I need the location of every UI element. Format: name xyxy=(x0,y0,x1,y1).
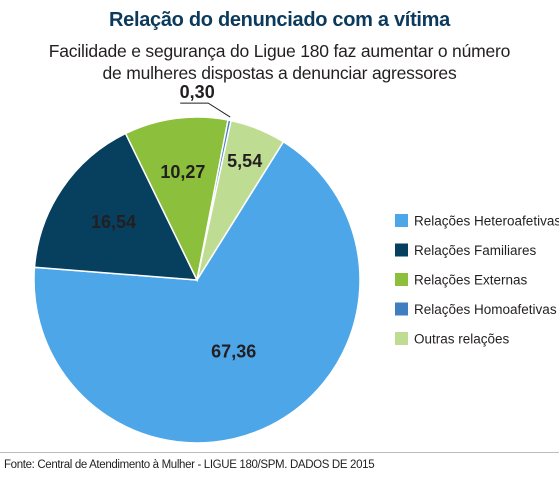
legend-swatch-relacoes-heteroafetivas xyxy=(395,214,408,227)
legend-swatch-outras-relacoes xyxy=(395,332,408,345)
subtitle-line-1: Facilidade e segurança do Ligue 180 faz … xyxy=(48,41,511,61)
legend-swatch-relacoes-familiares xyxy=(395,243,408,257)
slice-relacoes-familiares xyxy=(33,132,199,281)
source-note: Fonte: Central de Atendimento à Mulher -… xyxy=(4,459,375,471)
value-label-relacoes-homoafetivas: 0,30 xyxy=(180,82,215,102)
slice-relacoes-externas xyxy=(124,116,229,283)
leader-line-relacoes-homoafetivas xyxy=(180,102,231,118)
legend-swatch-relacoes-externas xyxy=(395,273,408,286)
footer-divider xyxy=(0,452,559,453)
legend-label-relacoes-homoafetivas: Relações Homoafetivas xyxy=(414,302,557,317)
legend-label-relacoes-familiares: Relações Familiares xyxy=(414,243,537,258)
slice-relacoes-heteroafetivas xyxy=(33,140,361,444)
chart-subtitle: Facilidade e segurança do Ligue 180 faz … xyxy=(20,40,539,84)
pie-slices xyxy=(33,116,361,444)
slice-labels: 67,36 16,54 10,27 0,30 5,54 xyxy=(91,82,262,362)
chart-title: Relação do denunciado com a vítima xyxy=(108,9,450,31)
value-label-relacoes-externas: 10,27 xyxy=(160,162,205,182)
subtitle-line-2: de mulheres dispostas a denunciar agress… xyxy=(102,63,457,83)
value-label-outras-relacoes: 5,54 xyxy=(227,151,262,171)
slice-outras-relacoes xyxy=(196,119,285,281)
value-label-relacoes-heteroafetivas: 67,36 xyxy=(211,342,256,362)
legend-label-relacoes-externas: Relações Externas xyxy=(414,273,528,288)
legend: Relações Heteroafetivas Relações Familiar… xyxy=(395,214,559,347)
legend-swatch-relacoes-homoafetivas xyxy=(395,302,408,316)
value-label-relacoes-familiares: 16,54 xyxy=(91,212,136,232)
legend-label-relacoes-heteroafetivas: Relações Heteroafetivas xyxy=(414,214,559,229)
legend-label-outras-relacoes: Outras relações xyxy=(414,332,510,347)
